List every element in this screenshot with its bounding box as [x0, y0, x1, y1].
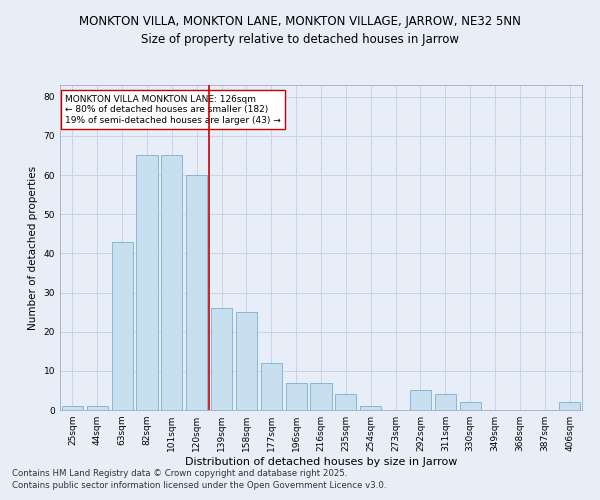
Bar — [261, 363, 282, 410]
Bar — [87, 406, 108, 410]
Bar — [136, 156, 158, 410]
Bar — [460, 402, 481, 410]
Bar — [335, 394, 356, 410]
Y-axis label: Number of detached properties: Number of detached properties — [28, 166, 38, 330]
Bar — [161, 156, 182, 410]
Bar — [62, 406, 83, 410]
Bar — [360, 406, 381, 410]
Text: Contains HM Land Registry data © Crown copyright and database right 2025.: Contains HM Land Registry data © Crown c… — [12, 468, 347, 477]
Bar — [310, 382, 332, 410]
Bar — [186, 175, 207, 410]
Text: MONKTON VILLA MONKTON LANE: 126sqm
← 80% of detached houses are smaller (182)
19: MONKTON VILLA MONKTON LANE: 126sqm ← 80%… — [65, 94, 281, 124]
Bar — [286, 382, 307, 410]
Bar — [236, 312, 257, 410]
Text: Size of property relative to detached houses in Jarrow: Size of property relative to detached ho… — [141, 32, 459, 46]
Bar — [559, 402, 580, 410]
Bar — [410, 390, 431, 410]
Bar — [435, 394, 456, 410]
Bar — [112, 242, 133, 410]
Text: Contains public sector information licensed under the Open Government Licence v3: Contains public sector information licen… — [12, 481, 386, 490]
Text: MONKTON VILLA, MONKTON LANE, MONKTON VILLAGE, JARROW, NE32 5NN: MONKTON VILLA, MONKTON LANE, MONKTON VIL… — [79, 15, 521, 28]
Bar — [211, 308, 232, 410]
X-axis label: Distribution of detached houses by size in Jarrow: Distribution of detached houses by size … — [185, 457, 457, 467]
